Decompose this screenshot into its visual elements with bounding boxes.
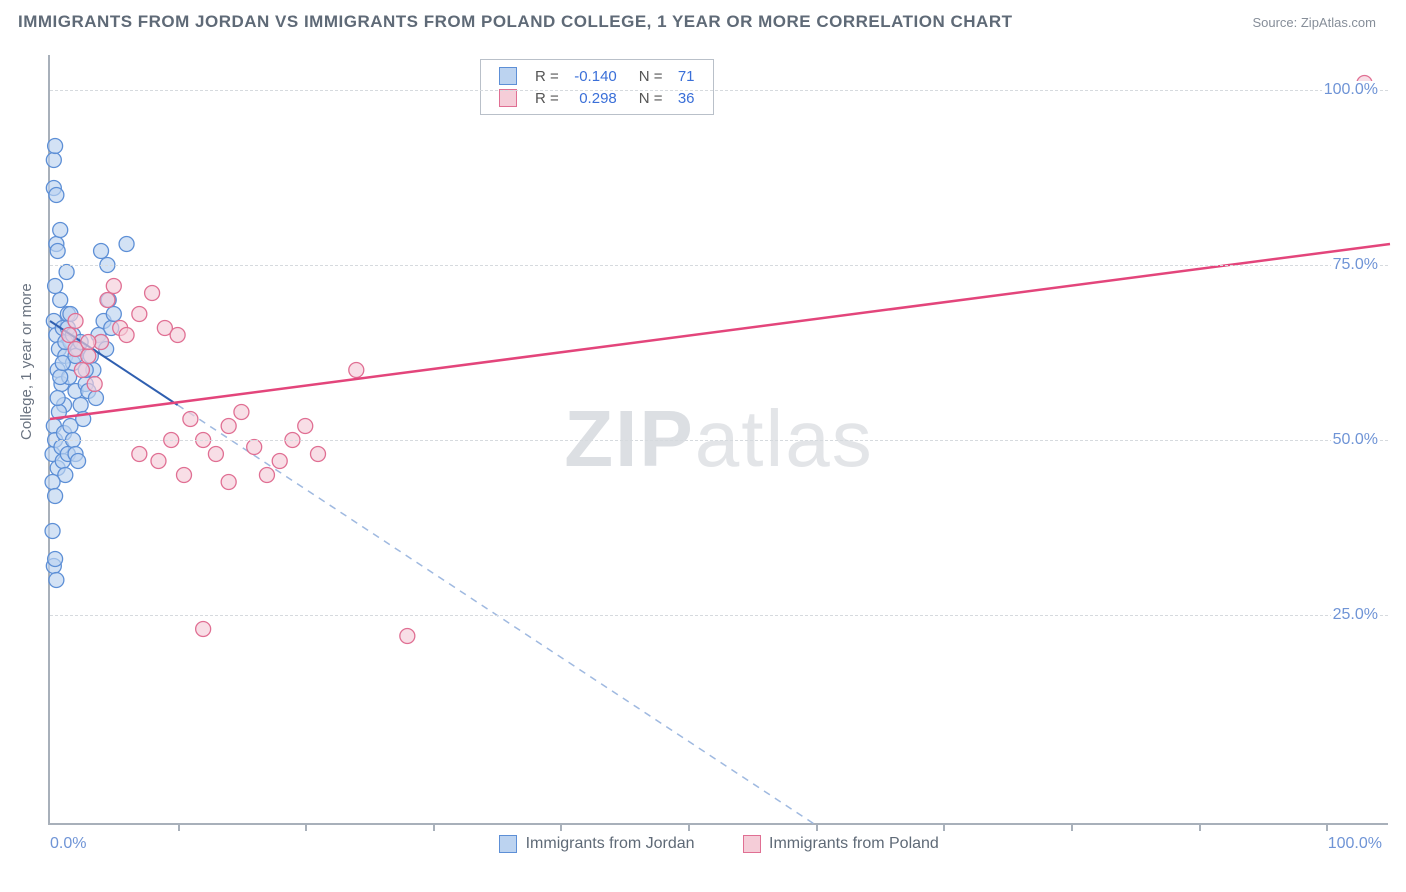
scatter-point-jordan — [88, 391, 103, 406]
x-tick — [178, 823, 180, 831]
scatter-point-poland — [311, 447, 326, 462]
scatter-point-poland — [259, 468, 274, 483]
scatter-point-poland — [132, 307, 147, 322]
x-tick-label: 0.0% — [50, 835, 86, 853]
scatter-point-jordan — [46, 153, 61, 168]
gridline — [50, 615, 1388, 616]
scatter-point-jordan — [48, 489, 63, 504]
x-tick — [1071, 823, 1073, 831]
scatter-svg — [50, 55, 1388, 823]
scatter-point-jordan — [50, 391, 65, 406]
scatter-point-jordan — [48, 552, 63, 567]
scatter-point-poland — [234, 405, 249, 420]
scatter-point-poland — [183, 412, 198, 427]
scatter-point-poland — [106, 279, 121, 294]
scatter-point-jordan — [106, 307, 121, 322]
scatter-point-poland — [196, 622, 211, 637]
scatter-point-poland — [221, 419, 236, 434]
correlation-legend: R =-0.140N =71R =0.298N =36 — [480, 59, 714, 115]
scatter-point-jordan — [53, 293, 68, 308]
scatter-point-jordan — [71, 454, 86, 469]
scatter-point-jordan — [119, 237, 134, 252]
x-tick — [688, 823, 690, 831]
gridline — [50, 90, 1388, 91]
scatter-point-poland — [74, 363, 89, 378]
scatter-point-poland — [247, 440, 262, 455]
scatter-point-jordan — [48, 279, 63, 294]
y-tick-label: 25.0% — [1331, 606, 1380, 624]
y-tick-label: 50.0% — [1331, 431, 1380, 449]
scatter-point-jordan — [48, 139, 63, 154]
scatter-point-poland — [119, 328, 134, 343]
scatter-point-jordan — [59, 265, 74, 280]
scatter-point-poland — [170, 328, 185, 343]
scatter-point-jordan — [53, 370, 68, 385]
scatter-point-jordan — [53, 223, 68, 238]
x-tick — [1199, 823, 1201, 831]
scatter-point-poland — [177, 468, 192, 483]
x-tick — [943, 823, 945, 831]
scatter-point-poland — [100, 293, 115, 308]
scatter-point-jordan — [73, 398, 88, 413]
chart-plot-area: ZIPatlas R =-0.140N =71R =0.298N =36 Imm… — [48, 55, 1388, 825]
x-tick — [560, 823, 562, 831]
scatter-point-poland — [132, 447, 147, 462]
x-tick — [1326, 823, 1328, 831]
corr-row-jordan: R =-0.140N =71 — [493, 66, 701, 86]
scatter-point-poland — [349, 363, 364, 378]
scatter-point-jordan — [50, 244, 65, 259]
scatter-point-jordan — [49, 573, 64, 588]
scatter-point-poland — [208, 447, 223, 462]
corr-row-poland: R =0.298N =36 — [493, 88, 701, 108]
gridline — [50, 265, 1388, 266]
scatter-point-jordan — [94, 244, 109, 259]
scatter-point-poland — [221, 475, 236, 490]
x-tick — [305, 823, 307, 831]
series-legend: Immigrants from Jordan Immigrants from P… — [50, 835, 1388, 853]
scatter-point-poland — [298, 419, 313, 434]
source-attribution: Source: ZipAtlas.com — [1252, 15, 1376, 30]
scatter-point-poland — [151, 454, 166, 469]
legend-item-jordan: Immigrants from Jordan — [499, 835, 694, 853]
x-tick-label: 100.0% — [1328, 835, 1382, 853]
scatter-point-jordan — [45, 475, 60, 490]
scatter-point-poland — [81, 349, 96, 364]
y-tick-label: 100.0% — [1322, 81, 1380, 99]
scatter-point-poland — [68, 314, 83, 329]
y-tick-label: 75.0% — [1331, 256, 1380, 274]
scatter-point-poland — [62, 328, 77, 343]
scatter-point-jordan — [49, 188, 64, 203]
x-tick — [816, 823, 818, 831]
x-tick — [433, 823, 435, 831]
scatter-point-jordan — [45, 524, 60, 539]
scatter-point-poland — [81, 335, 96, 350]
gridline — [50, 440, 1388, 441]
scatter-point-poland — [400, 629, 415, 644]
chart-title: IMMIGRANTS FROM JORDAN VS IMMIGRANTS FRO… — [18, 12, 1013, 32]
trend-poland — [50, 244, 1390, 419]
legend-item-poland: Immigrants from Poland — [743, 835, 939, 853]
scatter-point-poland — [87, 377, 102, 392]
scatter-point-poland — [272, 454, 287, 469]
scatter-point-poland — [145, 286, 160, 301]
y-axis-title: College, 1 year or more — [18, 283, 35, 440]
